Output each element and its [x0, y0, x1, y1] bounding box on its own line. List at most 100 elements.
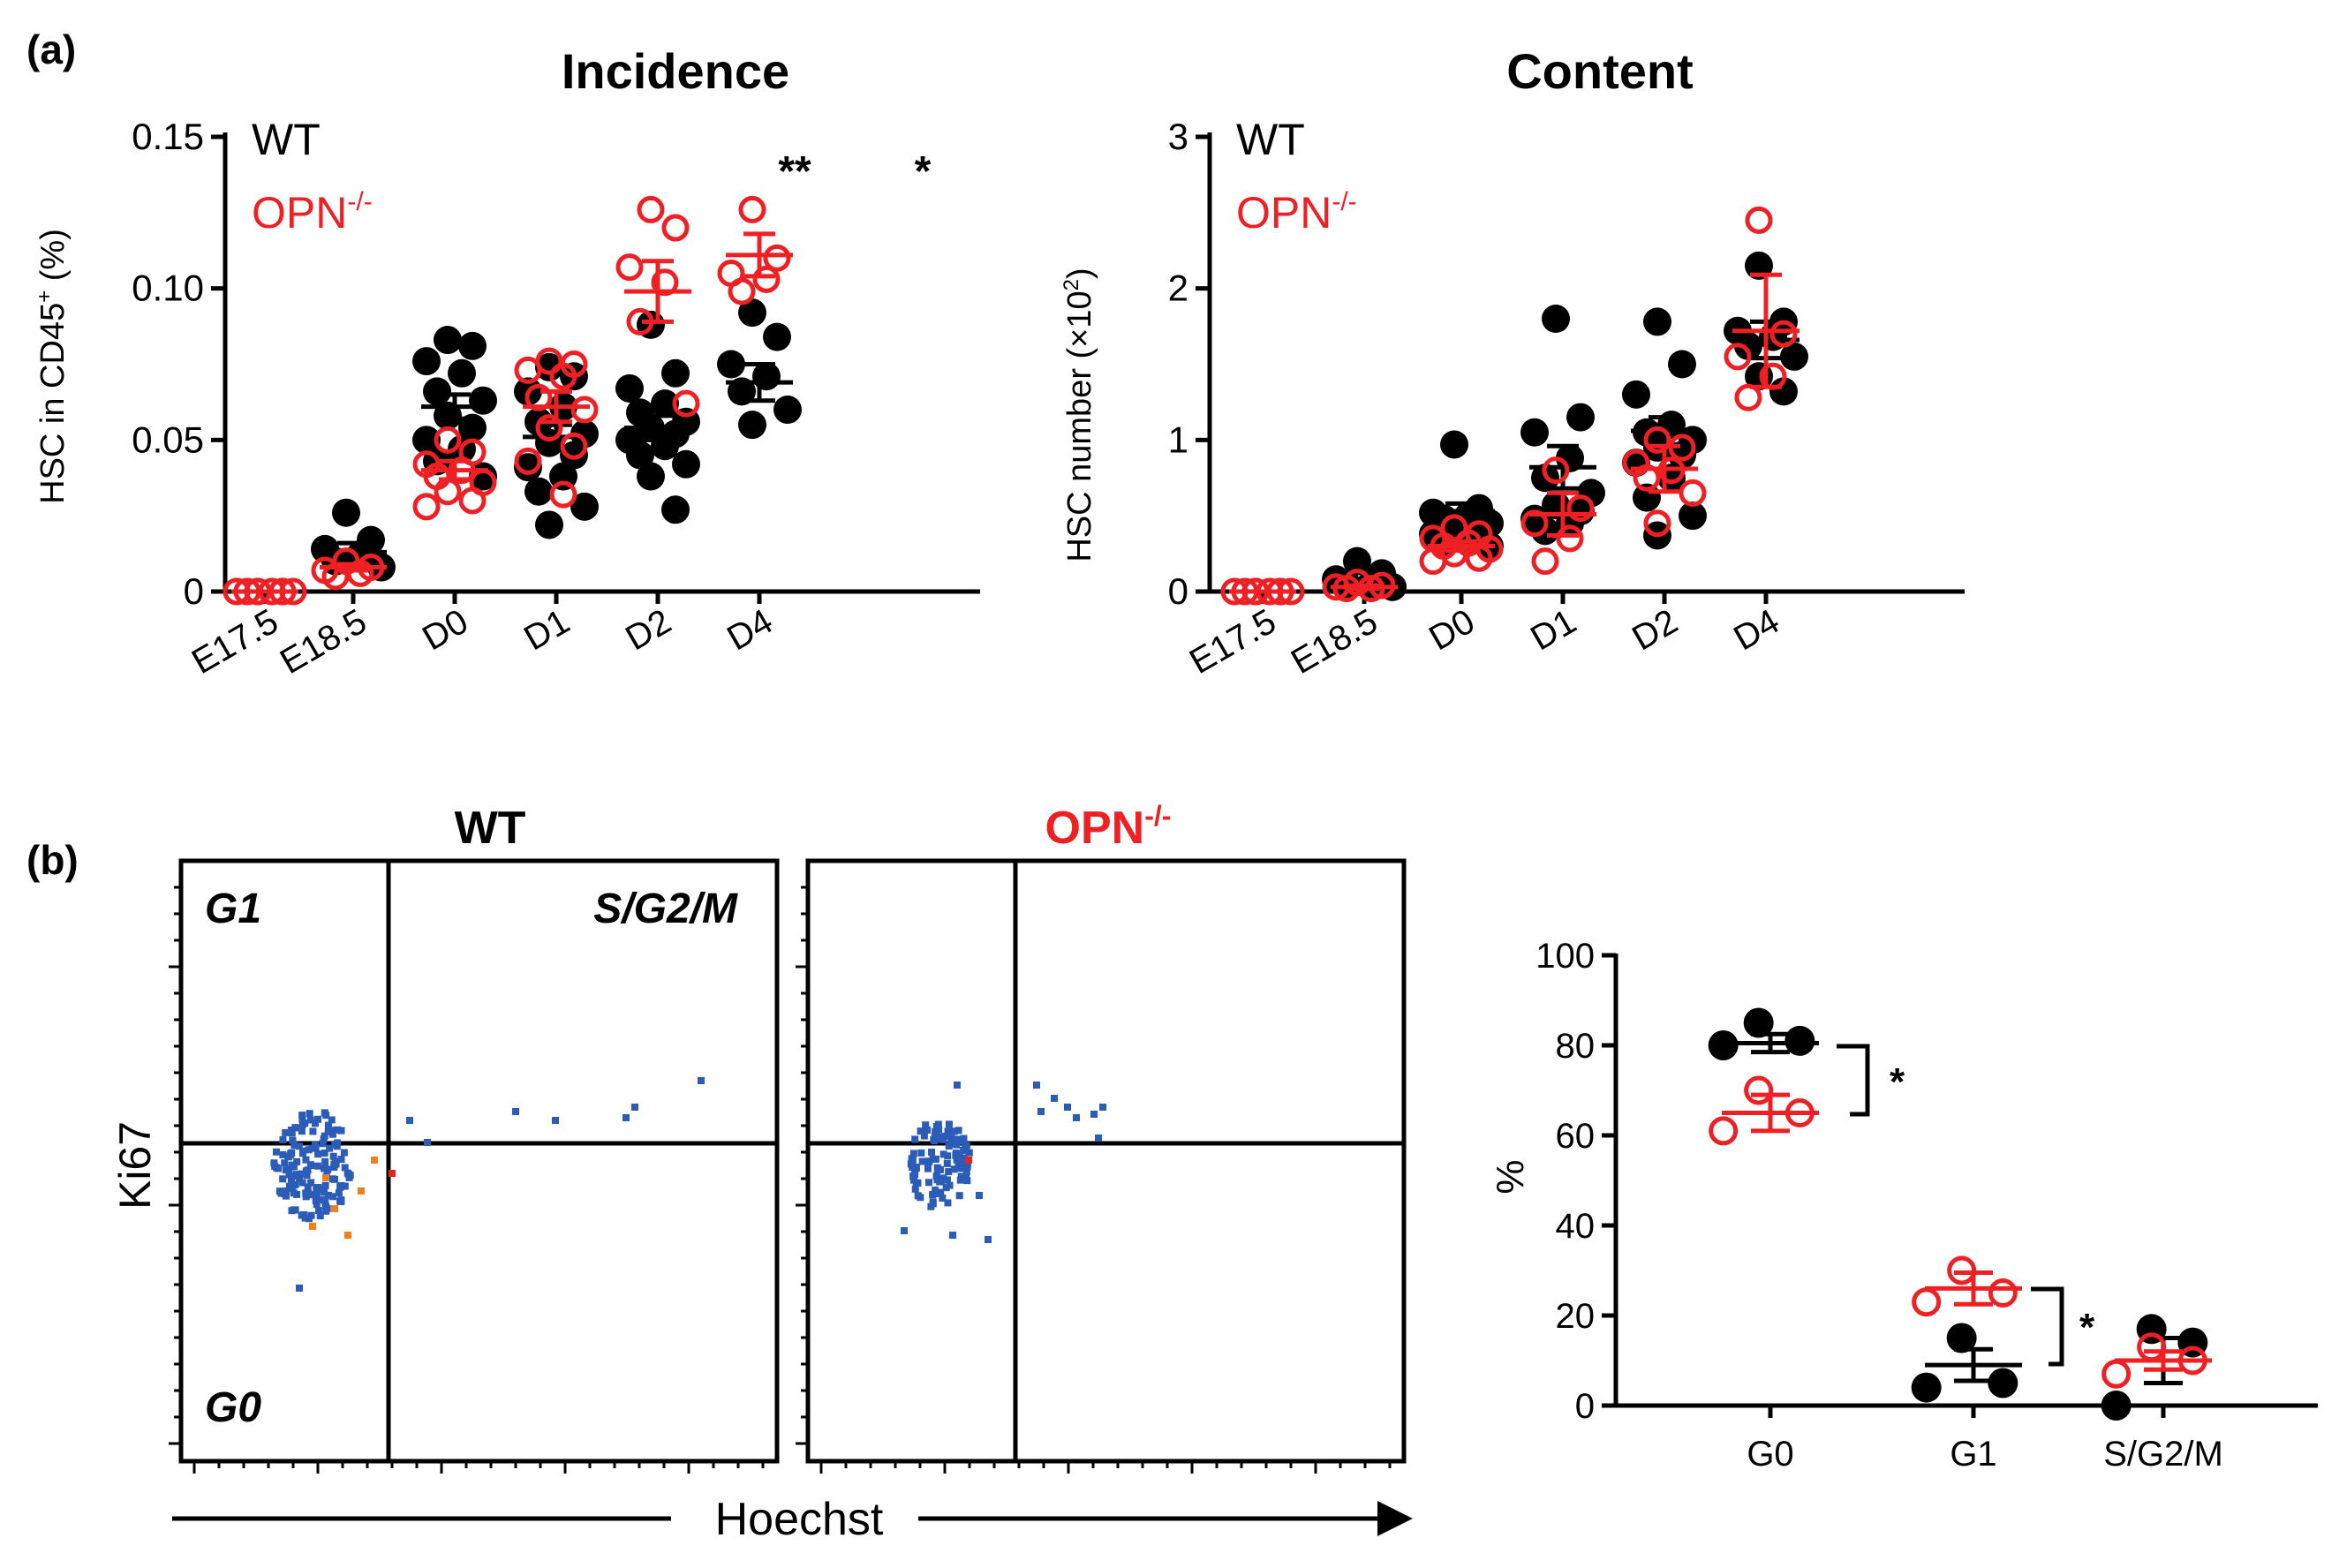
sig-bracket-g0 [1837, 1044, 1870, 1117]
content-ytick-label: 3 [1168, 116, 1188, 157]
flow-opn-event [924, 1165, 932, 1172]
incidence-point-wt [615, 373, 644, 403]
flow-opn-event [944, 1199, 952, 1207]
incidence-point-wt [535, 510, 563, 539]
content-point-opn [1633, 464, 1661, 492]
flow-wt-event [358, 1187, 365, 1195]
incidence-point-opn [651, 268, 679, 297]
flow-wt-event [329, 1175, 337, 1183]
flow-wt-event [306, 1110, 313, 1118]
incidence-point-wt [661, 495, 690, 524]
flow-wt-event [321, 1165, 328, 1172]
flow-wt-event [631, 1104, 638, 1111]
flow-opn-event [939, 1195, 947, 1202]
flow-opn-event [939, 1150, 947, 1158]
incidence-point-wt [458, 331, 487, 360]
flow-wt-event [298, 1179, 306, 1187]
flow-opn-event [949, 1232, 956, 1239]
flow-wt-event [335, 1189, 343, 1197]
flow-opn-event [925, 1179, 933, 1187]
flow-wt-event [312, 1196, 320, 1204]
cell-cycle-point-wt [1946, 1323, 1977, 1353]
incidence-ytick-label: 0.10 [132, 268, 204, 309]
flow-wt-frame [178, 858, 780, 1464]
flow-opn-event [985, 1236, 992, 1243]
flow-opn-event [929, 1198, 937, 1206]
flow-wt-event [424, 1139, 431, 1146]
incidence-point-opn [549, 362, 577, 390]
flow-opn-event [928, 1149, 936, 1157]
flow-wt-event [294, 1124, 302, 1132]
cell-cycle-point-wt [1784, 1025, 1815, 1056]
flow-wt-event [282, 1128, 290, 1136]
flow-wt-event [328, 1116, 336, 1124]
flow-opn-event [912, 1165, 920, 1172]
flow-opn-title: OPN-/- [1045, 800, 1172, 854]
flow-opn-event [922, 1121, 930, 1129]
content-point-opn [1556, 524, 1584, 553]
incidence-point-wt [651, 389, 679, 418]
incidence-point-opn [637, 195, 665, 223]
hoechst-arrow-head [1377, 1501, 1413, 1536]
incidence-annotation-d4: * [915, 148, 932, 195]
flow-wt-event [341, 1182, 349, 1190]
incidence-point-wt [626, 441, 654, 470]
flow-wt-event [296, 1285, 303, 1292]
flow-wt-event [298, 1112, 306, 1119]
flow-opn-event [914, 1179, 922, 1187]
content-point-opn [1643, 509, 1671, 538]
flow-wt-event [371, 1157, 378, 1164]
flow-wt-event [287, 1127, 295, 1135]
flow-wt-event [272, 1148, 280, 1156]
flow-wt-event [314, 1184, 322, 1192]
incidence-point-opn [570, 396, 599, 424]
flow-opn-event [955, 1135, 963, 1143]
cell-cycle-point-wt [2101, 1391, 2132, 1421]
flow-wt-panel: WT G1 S/G2/M G0 [169, 803, 780, 1474]
cell-cycle-y-label: % [1489, 1159, 1532, 1194]
flow-wt-event [334, 1126, 342, 1134]
content-point-opn [1419, 547, 1447, 576]
content-xtick-label: D2 [1626, 602, 1684, 659]
incidence-xtick-label: D4 [721, 602, 779, 659]
flow-wt-event [298, 1211, 306, 1219]
flow-wt-event [343, 1169, 351, 1177]
panel-b-label: (b) [26, 837, 79, 883]
incidence-point-wt [535, 352, 563, 381]
flow-opn-event [948, 1139, 956, 1147]
content-ytick-label: 1 [1168, 418, 1188, 460]
flow-wt-event [309, 1127, 317, 1135]
incidence-point-opn [752, 265, 781, 293]
flow-wt-event [290, 1142, 298, 1150]
flow-wt-event [312, 1119, 320, 1127]
incidence-point-opn [535, 414, 563, 442]
flow-opn-event [1051, 1095, 1058, 1102]
flow-opn-event [954, 1127, 962, 1135]
flow-wt-event [285, 1182, 293, 1190]
content-point-wt [1542, 305, 1570, 333]
cell-cycle-point-wt [1911, 1372, 1942, 1403]
flow-wt-event [298, 1116, 306, 1124]
flow-wt-event [314, 1150, 322, 1158]
flow-wt-event [302, 1156, 310, 1164]
cell-cycle-ytick-label: 60 [1556, 1117, 1596, 1156]
content-xtick-label: E17.5 [1183, 602, 1283, 682]
content-point-wt [1343, 547, 1371, 576]
content-point-wt [1643, 307, 1671, 336]
flow-opn-event [954, 1082, 961, 1089]
sig-bracket-g1 [2031, 1286, 2064, 1367]
flow-wt-event [337, 1127, 345, 1135]
flow-wt-event [406, 1117, 413, 1124]
flow-opn-event [907, 1160, 915, 1168]
flow-opn-event [1033, 1082, 1040, 1089]
flow-wt-event [326, 1144, 334, 1152]
flow-opn-event [944, 1127, 952, 1135]
content-point-wt [1566, 403, 1595, 432]
flow-wt-event [512, 1108, 519, 1115]
incidence-point-opn [549, 480, 577, 509]
flow-wt-event [305, 1189, 313, 1197]
incidence-point-opn [738, 195, 766, 223]
incidence-point-wt [412, 347, 441, 376]
flow-opn-event [956, 1176, 964, 1184]
cell-cycle-point-opn [1709, 1116, 1739, 1146]
